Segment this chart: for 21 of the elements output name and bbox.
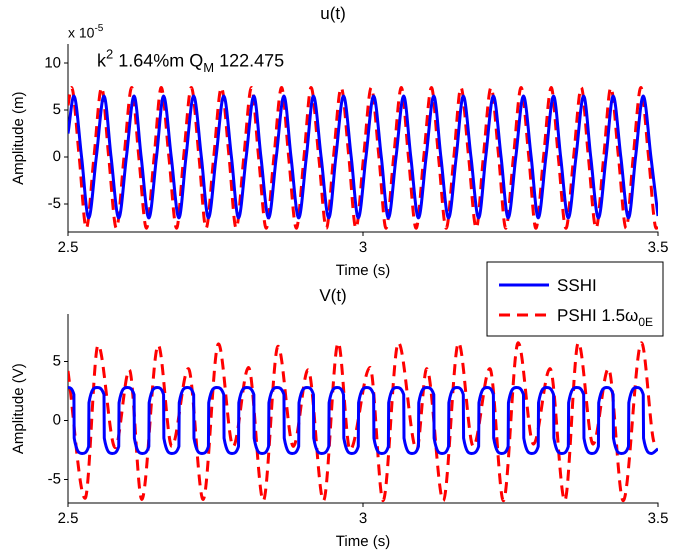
y-tick-label: 5 bbox=[52, 101, 61, 118]
y-axis-title: Amplitude (V) bbox=[10, 363, 28, 454]
x-tick-label: 3 bbox=[358, 239, 368, 256]
x-tick-label: 2.5 bbox=[58, 510, 78, 528]
y-tick-label: 0 bbox=[52, 412, 61, 429]
chart-title: u(t) bbox=[320, 4, 346, 23]
line-series bbox=[68, 386, 658, 455]
x-axis-title: Time (s) bbox=[336, 533, 390, 550]
y-tick-label: -5 bbox=[48, 470, 61, 488]
x-tick-label: 3.5 bbox=[648, 239, 668, 256]
x-tick-label: 3 bbox=[358, 510, 368, 528]
legend-label: SSHI bbox=[557, 276, 597, 295]
y-tick-label: -5 bbox=[48, 195, 61, 212]
y-tick-label: 10 bbox=[44, 54, 61, 72]
x-tick-label: 2.5 bbox=[58, 239, 78, 256]
y-tick-label: 0 bbox=[52, 148, 61, 166]
y-tick-label: 5 bbox=[52, 352, 61, 370]
y-axis-title: Amplitude (m) bbox=[10, 92, 28, 185]
chart-title: V(t) bbox=[319, 286, 347, 305]
x-axis-title: Time (s) bbox=[336, 262, 390, 280]
x-tick-label: 3.5 bbox=[648, 510, 668, 528]
